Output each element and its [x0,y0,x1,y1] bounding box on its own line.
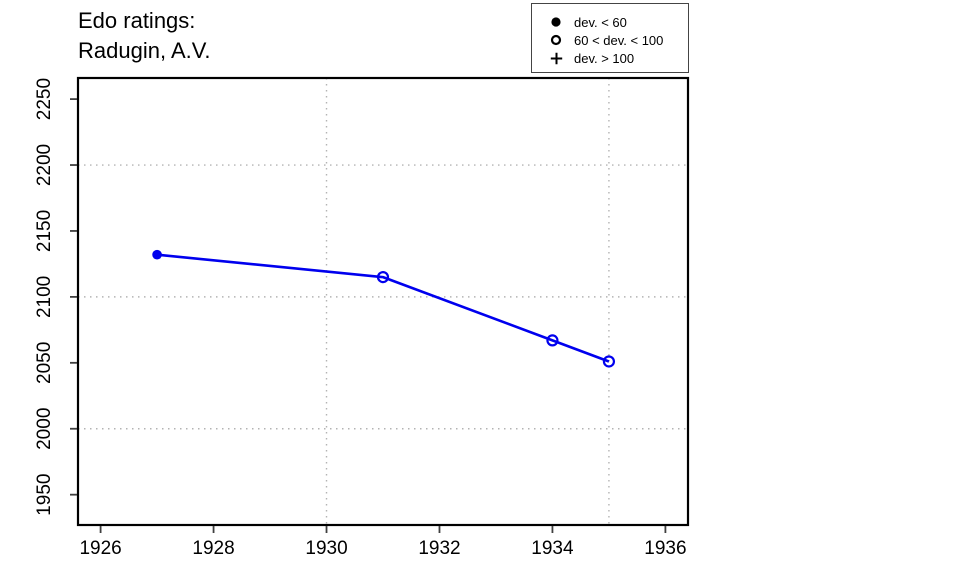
x-tick-label: 1932 [418,538,460,559]
legend-box: dev. < 60 60 < dev. < 100 dev. > 100 [531,3,689,73]
legend-item-dev-lt-60: dev. < 60 [532,13,688,31]
y-tick-label: 2050 [34,342,55,384]
legend-item-label: dev. > 100 [574,50,635,66]
open-circle-icon [544,34,568,46]
plus-icon [544,52,568,65]
y-tick-label: 1950 [34,474,55,516]
chart-title-line2: Radugin, A.V. [78,38,211,63]
y-tick-label: 2100 [34,276,55,318]
x-tick-label: 1928 [192,538,234,559]
x-tick-label: 1934 [531,538,574,559]
legend-item-dev-gt-100: dev. > 100 [532,49,688,67]
data-point-open-circle [376,271,390,284]
chart-title-line1: Edo ratings: [78,8,196,33]
y-tick-label: 2000 [34,408,55,450]
y-tick-label: 2200 [34,144,55,186]
x-tick-label: 1926 [79,538,121,559]
data-point-open-circle [546,334,559,347]
legend-item-label: dev. < 60 [574,14,627,30]
series-line [156,253,610,363]
legend-item-label: 60 < dev. < 100 [574,32,664,48]
plot-frame [76,76,690,527]
x-tick-label: 1930 [305,538,347,559]
legend-item-dev-60-100: 60 < dev. < 100 [532,31,688,49]
y-tick-label: 2150 [34,210,55,252]
chart-title: Edo ratings: Radugin, A.V. [78,6,211,66]
data-point-filled-circle [152,249,162,260]
data-point-open-circle [602,355,616,368]
filled-circle-icon [544,16,568,28]
x-tick-label: 1936 [644,538,686,559]
y-tick-label: 2250 [34,78,55,120]
